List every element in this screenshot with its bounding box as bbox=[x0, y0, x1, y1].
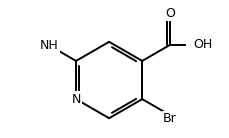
Text: NH: NH bbox=[40, 39, 58, 52]
Text: Br: Br bbox=[162, 112, 176, 125]
Text: OH: OH bbox=[192, 38, 212, 51]
Text: N: N bbox=[71, 93, 80, 106]
Text: O: O bbox=[164, 7, 174, 20]
